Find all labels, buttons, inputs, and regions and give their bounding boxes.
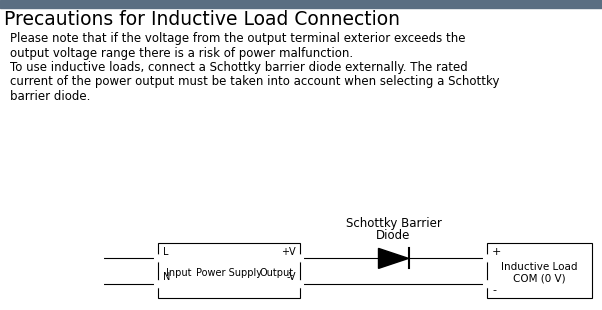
Text: Output: Output [260, 268, 294, 277]
Text: COM (0 V): COM (0 V) [513, 273, 566, 284]
Circle shape [297, 255, 303, 262]
Circle shape [483, 281, 491, 288]
Bar [0, 0, 602, 8]
Text: Schottky Barrier: Schottky Barrier [346, 217, 441, 230]
Circle shape [155, 281, 161, 288]
Text: -V: -V [287, 272, 296, 282]
Text: Power Supply: Power Supply [196, 268, 262, 277]
Text: Diode: Diode [376, 229, 411, 242]
Text: +V: +V [281, 247, 296, 257]
Text: -: - [492, 285, 496, 295]
Text: Input: Input [166, 268, 191, 277]
Text: Inductive Load: Inductive Load [501, 263, 578, 272]
Bar [158, 243, 300, 298]
Text: current of the power output must be taken into account when selecting a Schottky: current of the power output must be take… [10, 76, 500, 88]
Text: To use inductive loads, connect a Schottky barrier diode externally. The rated: To use inductive loads, connect a Schott… [10, 61, 468, 74]
Circle shape [96, 255, 104, 262]
Text: Precautions for Inductive Load Connection: Precautions for Inductive Load Connectio… [4, 10, 400, 29]
Circle shape [297, 281, 303, 288]
Text: +: + [492, 247, 501, 257]
Text: output voltage range there is a risk of power malfunction.: output voltage range there is a risk of … [10, 46, 353, 60]
Text: barrier diode.: barrier diode. [10, 90, 90, 103]
Bar [487, 243, 592, 298]
Circle shape [96, 281, 104, 288]
Circle shape [155, 255, 161, 262]
Text: L: L [163, 247, 169, 257]
Polygon shape [379, 248, 409, 268]
Circle shape [483, 255, 491, 262]
Text: N: N [163, 272, 170, 282]
Text: Please note that if the voltage from the output terminal exterior exceeds the: Please note that if the voltage from the… [10, 32, 465, 45]
